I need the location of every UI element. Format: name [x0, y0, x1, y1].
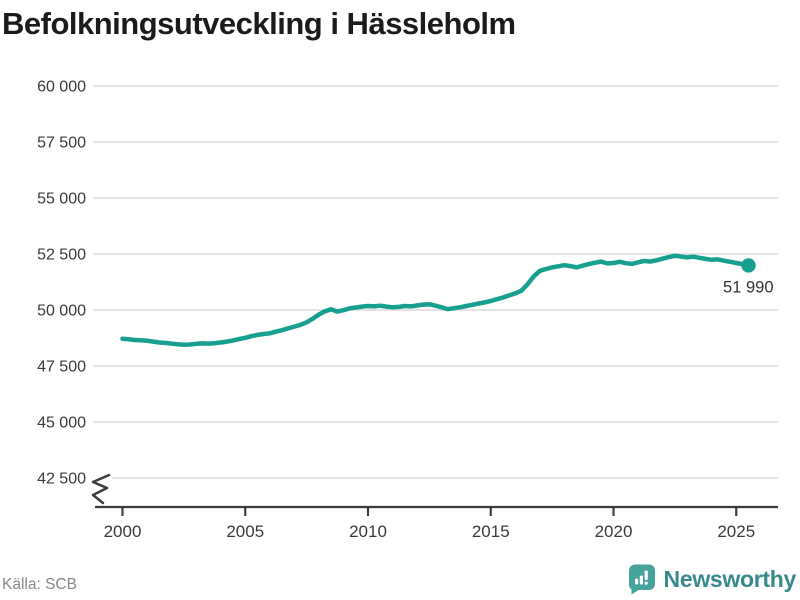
end-point-marker [741, 258, 756, 273]
y-tick-label: 60 000 [37, 79, 86, 96]
axis-break-icon [91, 473, 111, 505]
x-tick-label: 2025 [717, 522, 755, 541]
x-tick-label: 2015 [472, 522, 510, 541]
end-point-value-label: 51 990 [723, 278, 773, 296]
y-tick-label: 55 000 [37, 191, 86, 208]
x-tick-label: 2010 [349, 522, 387, 541]
newsworthy-wordmark: Newsworthy [663, 566, 797, 592]
y-tick-label: 47 500 [37, 359, 86, 376]
page-title: Befolkningsutveckling i Hässleholm [2, 6, 516, 41]
population-series-line [120, 253, 751, 347]
newsworthy-bubble-chart-icon [628, 564, 655, 595]
y-tick-label: 52 500 [37, 247, 86, 264]
newsworthy-logo[interactable]: Newsworthy [628, 564, 796, 595]
y-tick-label: 45 000 [37, 415, 86, 432]
x-tick-label: 2000 [104, 522, 142, 541]
y-tick-label: 50 000 [37, 303, 86, 320]
source-label: Källa: SCB [2, 576, 77, 593]
y-tick-label: 57 500 [37, 135, 86, 152]
y-tick-label: 42 500 [37, 471, 86, 488]
x-tick-label: 2005 [226, 522, 264, 541]
x-tick-label: 2020 [595, 522, 633, 541]
